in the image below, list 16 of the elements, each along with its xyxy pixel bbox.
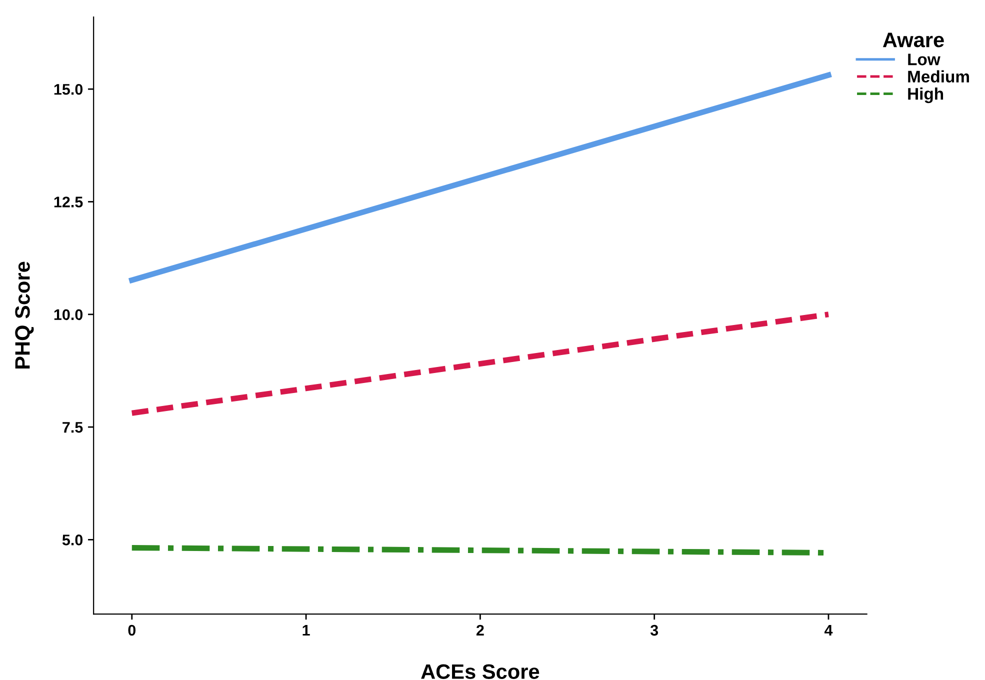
legend-label: Medium: [908, 70, 969, 83]
y-tick-label: 7.5: [62, 422, 83, 433]
x-tick-label: 3: [650, 624, 658, 636]
legend-title: Aware: [882, 32, 944, 48]
x-tick-label: 2: [476, 624, 484, 636]
x-tick-label: 1: [302, 625, 310, 636]
y-tick-label: 5.0: [62, 534, 83, 546]
y-tick-label: 15.0: [54, 84, 83, 95]
x-axis-title: ACEs Score: [421, 664, 540, 679]
y-tick-label: 10.0: [54, 309, 83, 320]
x-tick-label: 0: [128, 624, 136, 636]
y-tick-label: 12.5: [54, 196, 83, 208]
x-tick-label: 4: [824, 625, 833, 636]
legend-label: High: [908, 87, 944, 104]
legend-label: Low: [908, 54, 940, 66]
y-axis-title: PHQ Score: [15, 262, 34, 369]
